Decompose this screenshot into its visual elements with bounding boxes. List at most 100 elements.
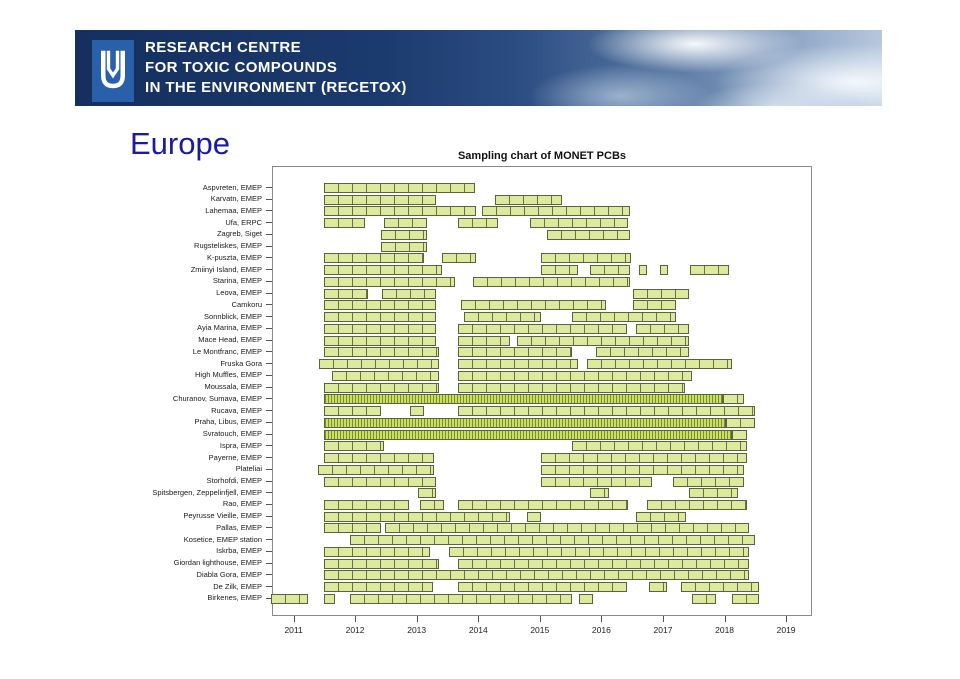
sampling-run bbox=[648, 582, 668, 593]
station-label: Diabla Gora, EMEP bbox=[196, 569, 262, 579]
station-label: K-puszta, EMEP bbox=[206, 252, 262, 262]
y-axis-tick bbox=[266, 433, 272, 435]
station-label: Camkoru bbox=[231, 299, 262, 309]
sampling-run bbox=[323, 511, 511, 522]
y-axis-tick bbox=[266, 304, 272, 306]
sampling-run bbox=[689, 265, 729, 276]
sampling-run bbox=[323, 312, 437, 323]
x-axis-tick bbox=[724, 616, 726, 622]
y-axis-tick bbox=[266, 316, 272, 318]
sampling-run bbox=[380, 229, 427, 240]
station-label: Kosetice, EMEP station bbox=[183, 534, 262, 544]
sampling-run bbox=[442, 253, 477, 264]
sampling-run bbox=[271, 593, 309, 604]
sampling-run bbox=[457, 335, 510, 346]
x-axis-tick bbox=[663, 616, 664, 622]
sampling-run bbox=[323, 558, 440, 569]
y-axis-tick bbox=[266, 187, 272, 188]
sampling-run bbox=[323, 382, 440, 393]
sampling-run bbox=[458, 499, 629, 510]
sampling-run bbox=[323, 499, 409, 510]
station-label: Storhofdi, EMEP bbox=[206, 476, 262, 485]
station-label: Ufa, ERPC bbox=[225, 217, 262, 227]
sampling-run bbox=[633, 300, 677, 311]
sampling-run bbox=[529, 218, 629, 229]
station-label: Spitsbergen, Zeppelinfjell, EMEP bbox=[152, 487, 262, 497]
sampling-run bbox=[323, 194, 437, 205]
y-axis-tick bbox=[266, 327, 272, 329]
station-label: Churanov, Sumava, EMEP bbox=[172, 393, 262, 403]
sampling-run bbox=[382, 288, 437, 299]
station-label: Starina, EMEP bbox=[212, 276, 262, 286]
sampling-run bbox=[323, 582, 434, 593]
sampling-run bbox=[323, 265, 443, 276]
x-axis-tick bbox=[478, 616, 480, 622]
sampling-run bbox=[323, 218, 366, 229]
y-axis-tick bbox=[266, 210, 272, 212]
y-axis-tick bbox=[266, 292, 272, 294]
sampling-run bbox=[681, 582, 760, 593]
sampling-run bbox=[323, 546, 430, 557]
station-label: Payerne, EMEP bbox=[208, 452, 262, 462]
x-axis-year-label: 2014 bbox=[468, 625, 488, 635]
header-line-1: RESEARCH CENTRE bbox=[145, 39, 302, 56]
sampling-run bbox=[457, 218, 498, 229]
y-axis-tick bbox=[266, 457, 272, 459]
station-label: Praha, Libus, EMEP bbox=[194, 417, 262, 427]
sampling-run bbox=[350, 535, 756, 546]
sampling-run bbox=[323, 476, 437, 487]
sampling-run bbox=[409, 406, 424, 417]
sampling-run bbox=[448, 546, 749, 557]
station-label: Svratouch, EMEP bbox=[202, 429, 262, 439]
y-axis-tick bbox=[266, 363, 272, 365]
dense-sampling-run bbox=[323, 417, 726, 428]
sampling-run bbox=[457, 406, 756, 417]
header-line-2: FOR TOXIC COMPOUNDS bbox=[145, 59, 338, 76]
sampling-run bbox=[571, 312, 677, 323]
sampling-run bbox=[636, 323, 689, 334]
header-line-3: IN THE ENVIRONMENT (RECETOX) bbox=[145, 79, 407, 96]
sampling-run bbox=[419, 499, 444, 510]
y-axis-tick bbox=[266, 386, 272, 388]
header-banner: RESEARCH CENTRE FOR TOXIC COMPOUNDS IN T… bbox=[75, 30, 882, 106]
sampling-run bbox=[636, 511, 686, 522]
station-label: Karvatn, EMEP bbox=[210, 194, 262, 204]
sampling-run bbox=[323, 323, 437, 334]
x-axis-year-label: 2015 bbox=[530, 625, 550, 635]
sampling-run bbox=[457, 323, 627, 334]
section-title: Europe bbox=[130, 126, 230, 161]
sampling-run bbox=[323, 441, 384, 452]
y-axis-tick bbox=[266, 421, 272, 423]
sampling-run bbox=[673, 476, 744, 487]
y-axis-tick bbox=[266, 445, 272, 447]
sampling-run bbox=[527, 511, 541, 522]
sampling-run bbox=[317, 464, 434, 475]
sampling-run bbox=[517, 335, 689, 346]
y-axis-tick bbox=[266, 492, 272, 494]
sampling-run bbox=[323, 335, 437, 346]
station-label: Mace Head, EMEP bbox=[198, 335, 262, 345]
station-label: Rucava, EMEP bbox=[211, 405, 262, 415]
sampling-run bbox=[547, 229, 631, 240]
sampling-run bbox=[385, 523, 749, 534]
y-axis-tick bbox=[266, 539, 272, 541]
y-axis-tick bbox=[266, 374, 272, 376]
x-axis-tick bbox=[355, 616, 357, 622]
station-label: Lahemaa, EMEP bbox=[205, 205, 262, 215]
y-axis-tick bbox=[266, 222, 272, 224]
station-label: Peyrusse Vieille, EMEP bbox=[183, 511, 262, 521]
y-axis-tick bbox=[266, 339, 272, 341]
station-label: Sonnblick, EMEP bbox=[204, 311, 262, 321]
dense-sampling-run bbox=[323, 429, 732, 440]
sampling-run bbox=[590, 265, 631, 276]
station-label: Rao, EMEP bbox=[222, 499, 262, 509]
station-label: Birkenes, EMEP bbox=[207, 593, 262, 603]
sampling-run bbox=[319, 359, 440, 370]
sampling-run bbox=[323, 300, 437, 311]
plot-area bbox=[271, 166, 812, 616]
sampling-run bbox=[540, 253, 632, 264]
sampling-run bbox=[323, 206, 477, 217]
sampling-run bbox=[323, 288, 369, 299]
y-axis-tick bbox=[266, 586, 272, 588]
